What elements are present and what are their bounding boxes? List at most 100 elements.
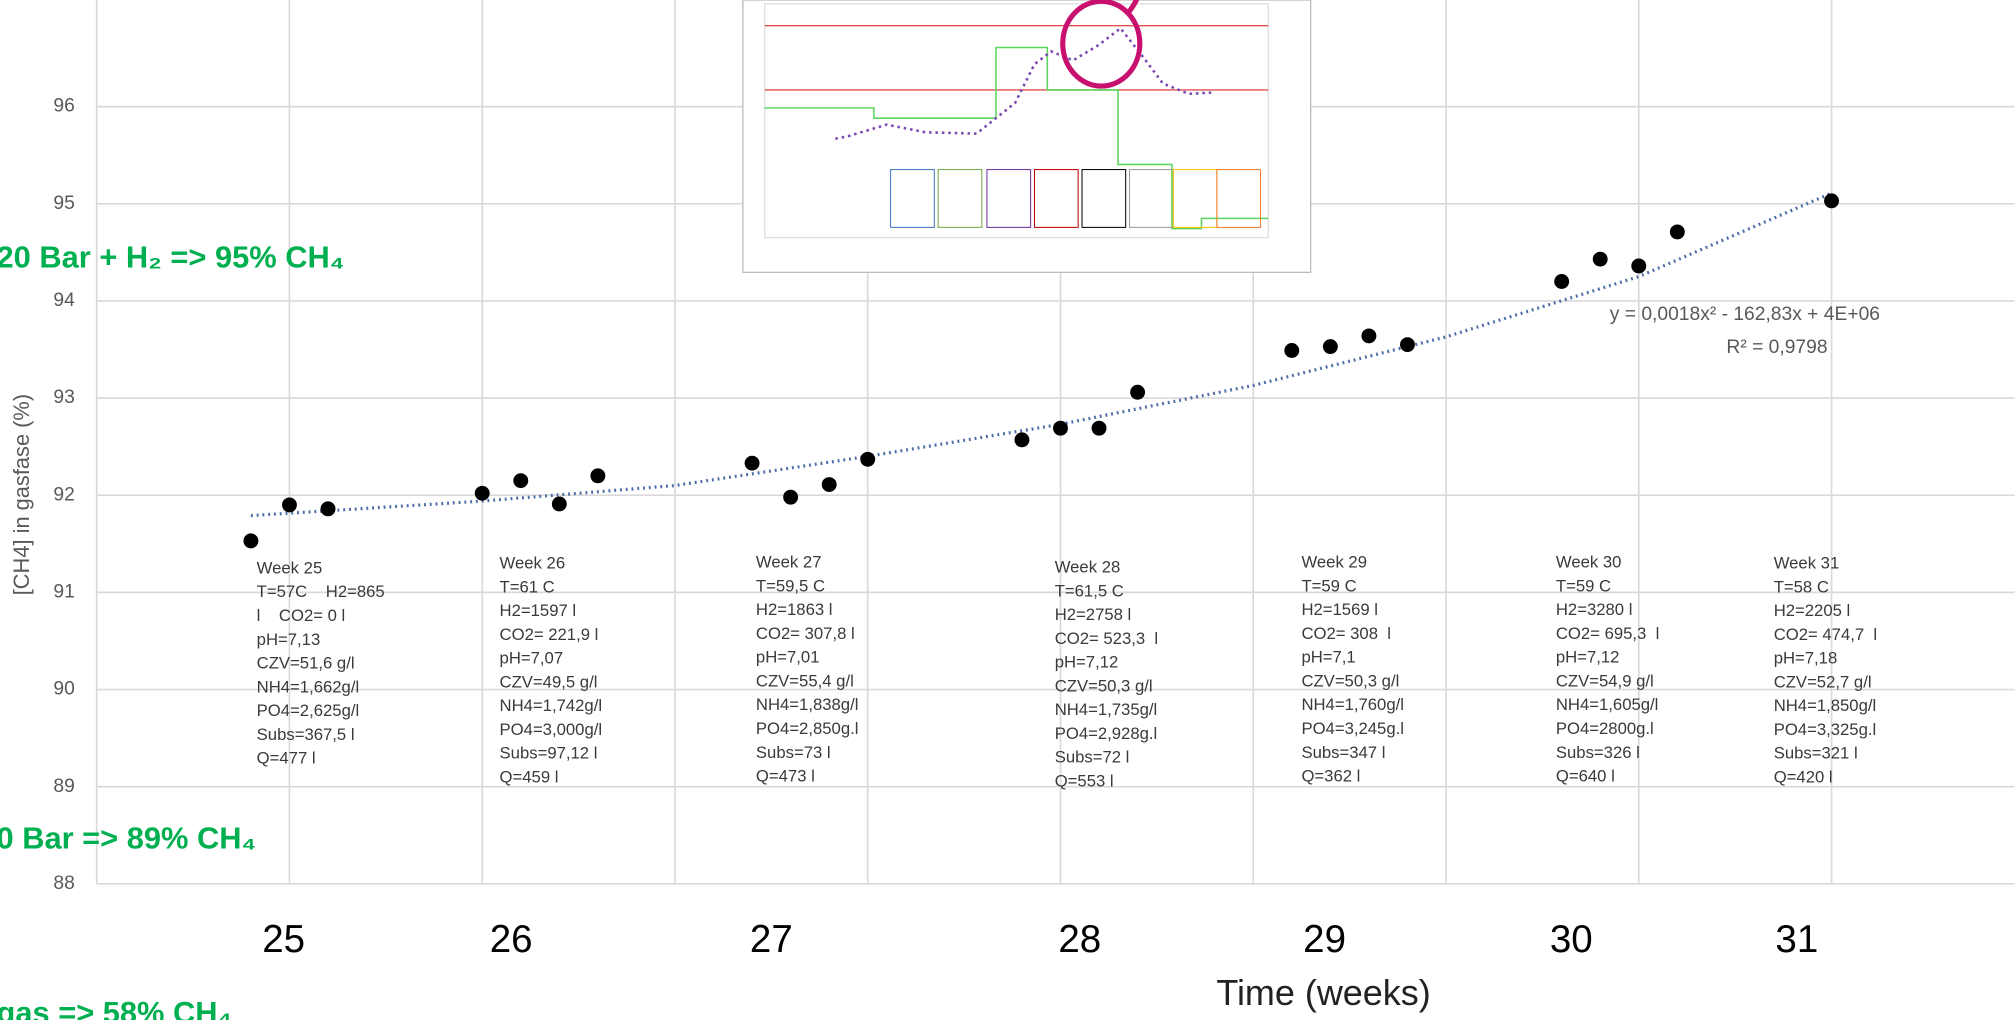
week-annotation: Week 28 xyxy=(1055,557,1121,576)
inset-boxes xyxy=(890,169,1262,228)
week-annotation: Week 25 xyxy=(257,558,323,577)
week-annotation: H2=3280 l xyxy=(1556,600,1633,619)
week-annotation: NH4=1,735g/l xyxy=(1055,700,1158,719)
week-annotation: Q=477 l xyxy=(257,749,316,768)
y-tick-label: 94 xyxy=(53,290,75,311)
week-annotation: PO4=2800g.l xyxy=(1556,719,1654,738)
inset-chart xyxy=(742,0,1312,273)
trend-equation: y = 0,0018x² - 162,83x + 4E+06 xyxy=(1610,304,1880,325)
week-annotation: pH=7,12 xyxy=(1556,648,1620,667)
week-annotation: Q=362 l xyxy=(1301,767,1360,786)
week-annotation: PO4=2,625g/l xyxy=(257,701,360,720)
data-point xyxy=(783,489,799,505)
week-annotation: Subs=326 l xyxy=(1556,743,1640,762)
week-annotation: pH=7,1 xyxy=(1301,648,1355,667)
week-annotation: CO2= 474,7 l xyxy=(1774,625,1877,644)
x-tick-label: 28 xyxy=(1058,918,1101,961)
highlight-circle xyxy=(1060,0,1143,89)
week-annotation: NH4=1,760g/l xyxy=(1301,695,1404,714)
week-annotation: Subs=321 l xyxy=(1774,744,1858,763)
week-annotation: T=57C H2=865 xyxy=(257,582,385,601)
week-annotation: PO4=3,245g.l xyxy=(1301,719,1404,738)
week-annotation: CZV=54,9 g/l xyxy=(1556,671,1654,690)
data-point xyxy=(590,468,606,484)
x-tick-label: 29 xyxy=(1303,918,1346,961)
data-point xyxy=(1400,337,1415,353)
week-annotation: NH4=1,838g/l xyxy=(756,695,859,714)
week-annotation: NH4=1,850g/l xyxy=(1774,696,1877,715)
week-annotation: PO4=2,850g.l xyxy=(756,719,859,738)
week-annotation: Subs=73 l xyxy=(756,743,831,762)
data-point xyxy=(1284,343,1300,358)
week-annotation: PO4=3,000g/l xyxy=(500,720,603,739)
x-tick-label: 31 xyxy=(1775,918,1818,961)
week-annotation: H2=1863 l xyxy=(756,600,833,619)
data-point xyxy=(1130,384,1146,400)
data-point xyxy=(1053,420,1068,436)
week-annotation: Q=640 l xyxy=(1556,767,1615,786)
y-tick-label: 96 xyxy=(53,96,74,117)
week-annotation: T=59 C xyxy=(1556,576,1611,595)
data-point xyxy=(282,497,297,513)
highlight-stroke xyxy=(1126,0,1140,15)
side-note: 0 Bar => 89% CH₄ xyxy=(0,820,256,855)
y-tick-label: 91 xyxy=(53,581,74,602)
week-annotation: pH=7,12 xyxy=(1055,653,1119,672)
data-point xyxy=(821,477,837,492)
side-note: gas => 58% CH₄ xyxy=(0,995,232,1020)
data-point xyxy=(1554,274,1570,289)
week-annotation: Q=420 l xyxy=(1774,768,1833,787)
inset-line xyxy=(764,46,1269,230)
week-annotation: Week 29 xyxy=(1301,553,1367,572)
data-point xyxy=(1361,328,1377,344)
data-point xyxy=(1631,258,1647,274)
week-annotation: T=59,5 C xyxy=(756,576,825,595)
week-annotation: Subs=72 l xyxy=(1055,748,1130,767)
week-annotation: CZV=50,3 g/l xyxy=(1055,676,1153,695)
week-annotation: CO2= 695,3 l xyxy=(1556,624,1659,643)
y-tick-label: 89 xyxy=(53,776,74,797)
week-annotation: NH4=1,605g/l xyxy=(1556,695,1659,714)
x-tick-label: 27 xyxy=(750,918,793,961)
data-point xyxy=(1014,432,1030,448)
week-annotation: PO4=3,325g.l xyxy=(1774,720,1877,739)
week-annotation: T=59 C xyxy=(1301,576,1356,595)
data-point xyxy=(1322,339,1338,355)
week-annotation: CO2= 523,3 l xyxy=(1055,629,1158,648)
week-annotation: Subs=367,5 l xyxy=(257,725,355,744)
week-annotation: T=61 C xyxy=(500,577,555,596)
x-tick-label: 25 xyxy=(262,918,305,961)
inset-points xyxy=(835,26,1215,141)
y-tick-label: 95 xyxy=(53,193,74,214)
week-annotation: CO2= 307,8 l xyxy=(756,624,855,643)
week-annotation: pH=7,18 xyxy=(1774,649,1838,668)
data-point xyxy=(1824,193,1839,209)
week-annotation: CO2= 221,9 l xyxy=(500,625,599,644)
week-annotation: Subs=347 l xyxy=(1301,743,1385,762)
data-point xyxy=(513,473,529,489)
week-annotation: l CO2= 0 l xyxy=(257,606,346,625)
data-point xyxy=(1091,420,1107,436)
week-annotation: Q=459 l xyxy=(500,768,559,787)
x-axis-label: Time (weeks) xyxy=(1216,972,1430,1013)
week-annotation: pH=7,07 xyxy=(500,649,564,668)
week-annotation: CZV=50,3 g/l xyxy=(1301,671,1399,690)
side-note: 20 Bar + H₂ => 95% CH₄ xyxy=(0,240,344,275)
week-annotation: Week 30 xyxy=(1556,553,1622,572)
data-point xyxy=(243,533,259,549)
week-annotation: H2=2758 l xyxy=(1055,605,1132,624)
week-annotation: Q=553 l xyxy=(1055,771,1114,790)
y-axis-label: [CH4] in gasfase (%) xyxy=(9,394,34,595)
week-annotation: pH=7,01 xyxy=(756,648,820,667)
week-annotation: CZV=55,4 g/l xyxy=(756,671,854,690)
week-annotation: Week 26 xyxy=(500,554,566,573)
data-point xyxy=(551,496,567,512)
data-point xyxy=(744,455,760,471)
inset-plot xyxy=(764,3,1269,239)
week-annotation: CZV=52,7 g/l xyxy=(1774,672,1872,691)
data-point xyxy=(474,485,490,501)
data-point xyxy=(1669,224,1685,240)
trend-r2: R² = 0,9798 xyxy=(1726,337,1827,358)
